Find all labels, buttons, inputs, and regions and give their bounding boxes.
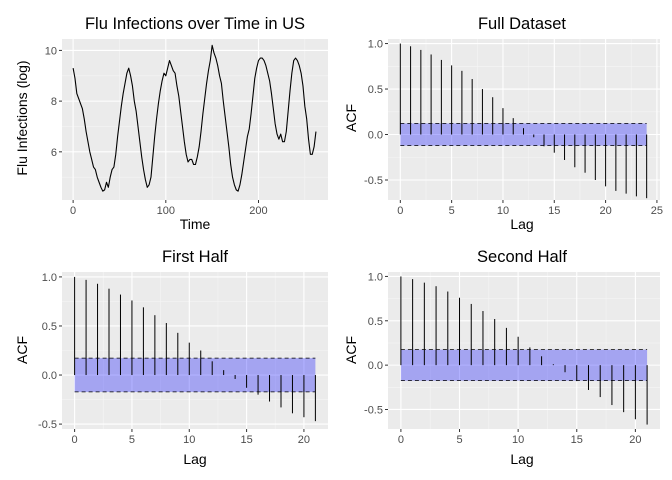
x-tick-label: 0 bbox=[72, 434, 78, 446]
panel-title: Flu Infections over Time in US bbox=[85, 15, 305, 33]
y-tick-label: 8 bbox=[51, 96, 57, 108]
y-axis-title: ACF bbox=[343, 336, 359, 364]
x-tick-label: 15 bbox=[548, 205, 560, 217]
major-gridlines bbox=[388, 39, 660, 200]
y-tick-label: 0.5 bbox=[42, 321, 57, 333]
x-tick-label: 10 bbox=[512, 434, 524, 446]
confidence-band bbox=[400, 349, 648, 381]
y-tick-label: 0.5 bbox=[368, 316, 383, 328]
y-tick-label: 0.0 bbox=[42, 370, 57, 382]
panel-title: Full Dataset bbox=[478, 15, 566, 33]
y-tick-label: -0.5 bbox=[364, 175, 383, 187]
x-tick-label: 10 bbox=[183, 434, 195, 446]
x-tick-label: 15 bbox=[240, 434, 252, 446]
x-axis-title: Lag bbox=[510, 216, 533, 232]
major-gridlines bbox=[62, 39, 328, 200]
x-tick-label: 5 bbox=[129, 434, 135, 446]
minor-gridlines bbox=[62, 272, 328, 429]
x-tick-label: 100 bbox=[157, 205, 175, 217]
x-tick-label: 5 bbox=[456, 434, 462, 446]
y-tick-label: 1.0 bbox=[368, 39, 383, 51]
flu-time-series-panel: Flu Infections over Time in US Time Flu … bbox=[14, 15, 328, 232]
x-tick-label: 200 bbox=[249, 205, 267, 217]
y-tick-label: 10 bbox=[45, 45, 57, 57]
x-tick-label: 20 bbox=[599, 205, 611, 217]
x-tick-label: 0 bbox=[397, 205, 403, 217]
y-tick-label: -0.5 bbox=[38, 419, 57, 431]
x-tick-label: 10 bbox=[497, 205, 509, 217]
x-tick-label: 20 bbox=[298, 434, 310, 446]
panel-title: First Half bbox=[162, 248, 228, 266]
minor-gridlines bbox=[62, 39, 328, 200]
plot-background bbox=[388, 39, 660, 200]
confidence-band bbox=[74, 358, 316, 392]
x-tick-label: 0 bbox=[398, 434, 404, 446]
y-tick-label: 0.0 bbox=[368, 360, 383, 372]
flu-series-line bbox=[72, 44, 317, 192]
acf-full-dataset-panel: Full Dataset Lag ACF 0 5 10 15 20 25 -0.5 0.0 0.… bbox=[343, 15, 663, 232]
y-tick-label: -0.5 bbox=[364, 404, 383, 416]
acf-second-half-panel: Second Half Lag ACF 0 5 10 15 20 -0.5 0.0 0.5 1.… bbox=[343, 248, 660, 467]
y-tick-label: 1.0 bbox=[42, 272, 57, 284]
y-tick-label: 0.5 bbox=[368, 84, 383, 96]
acf-first-half-panel: First Half Lag ACF 0 5 10 15 20 -0.5 0.0 0.5 1.0 bbox=[14, 248, 328, 467]
y-tick-label: 6 bbox=[51, 147, 57, 159]
x-axis-title: Lag bbox=[510, 451, 533, 467]
x-tick-label: 25 bbox=[651, 205, 663, 217]
plot-background bbox=[388, 272, 660, 429]
y-axis-title: ACF bbox=[14, 336, 30, 364]
y-axis-title: ACF bbox=[343, 104, 359, 132]
x-axis-title: Time bbox=[180, 216, 211, 232]
x-tick-label: 15 bbox=[571, 434, 583, 446]
panel-title: Second Half bbox=[477, 248, 567, 266]
y-axis-title: Flu Infections (log) bbox=[14, 60, 30, 175]
x-tick-label: 0 bbox=[70, 205, 76, 217]
x-tick-label: 5 bbox=[449, 205, 455, 217]
x-axis-title: Lag bbox=[183, 451, 206, 467]
minor-gridlines bbox=[388, 272, 660, 429]
y-tick-label: 0.0 bbox=[368, 130, 383, 142]
plot-background bbox=[62, 39, 328, 200]
x-tick-label: 20 bbox=[629, 434, 641, 446]
confidence-band bbox=[400, 123, 647, 146]
y-tick-label: 1.0 bbox=[368, 271, 383, 283]
minor-gridlines bbox=[388, 39, 660, 200]
